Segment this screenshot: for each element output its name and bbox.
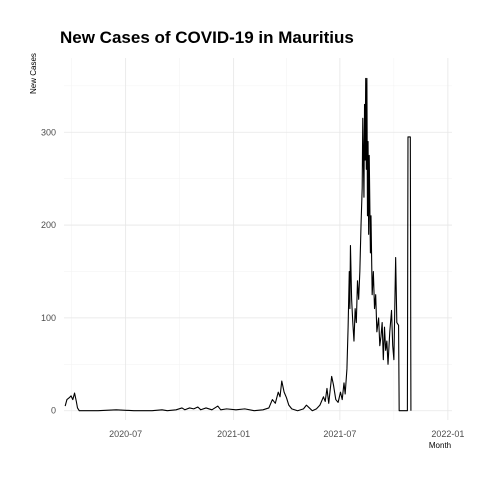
x-tick-label: 2020-07	[109, 429, 142, 439]
ticks: 0 100 200 300 2020-07 2021-01 2021-07 2022-01	[41, 127, 464, 439]
new-cases-line	[64, 77, 412, 412]
y-tick-label: 200	[41, 220, 56, 230]
x-tick-label: 2021-07	[323, 429, 356, 439]
x-tick-label: 2021-01	[217, 429, 250, 439]
y-tick-label: 100	[41, 313, 56, 323]
series-layer	[64, 77, 412, 412]
x-axis-label: Month	[429, 441, 451, 450]
y-axis-label: New Cases	[29, 53, 38, 94]
y-tick-label: 0	[51, 406, 56, 416]
chart-title: New Cases of COVID-19 in Mauritius	[60, 28, 354, 47]
x-tick-label: 2022-01	[431, 429, 464, 439]
y-tick-label: 300	[41, 127, 56, 137]
